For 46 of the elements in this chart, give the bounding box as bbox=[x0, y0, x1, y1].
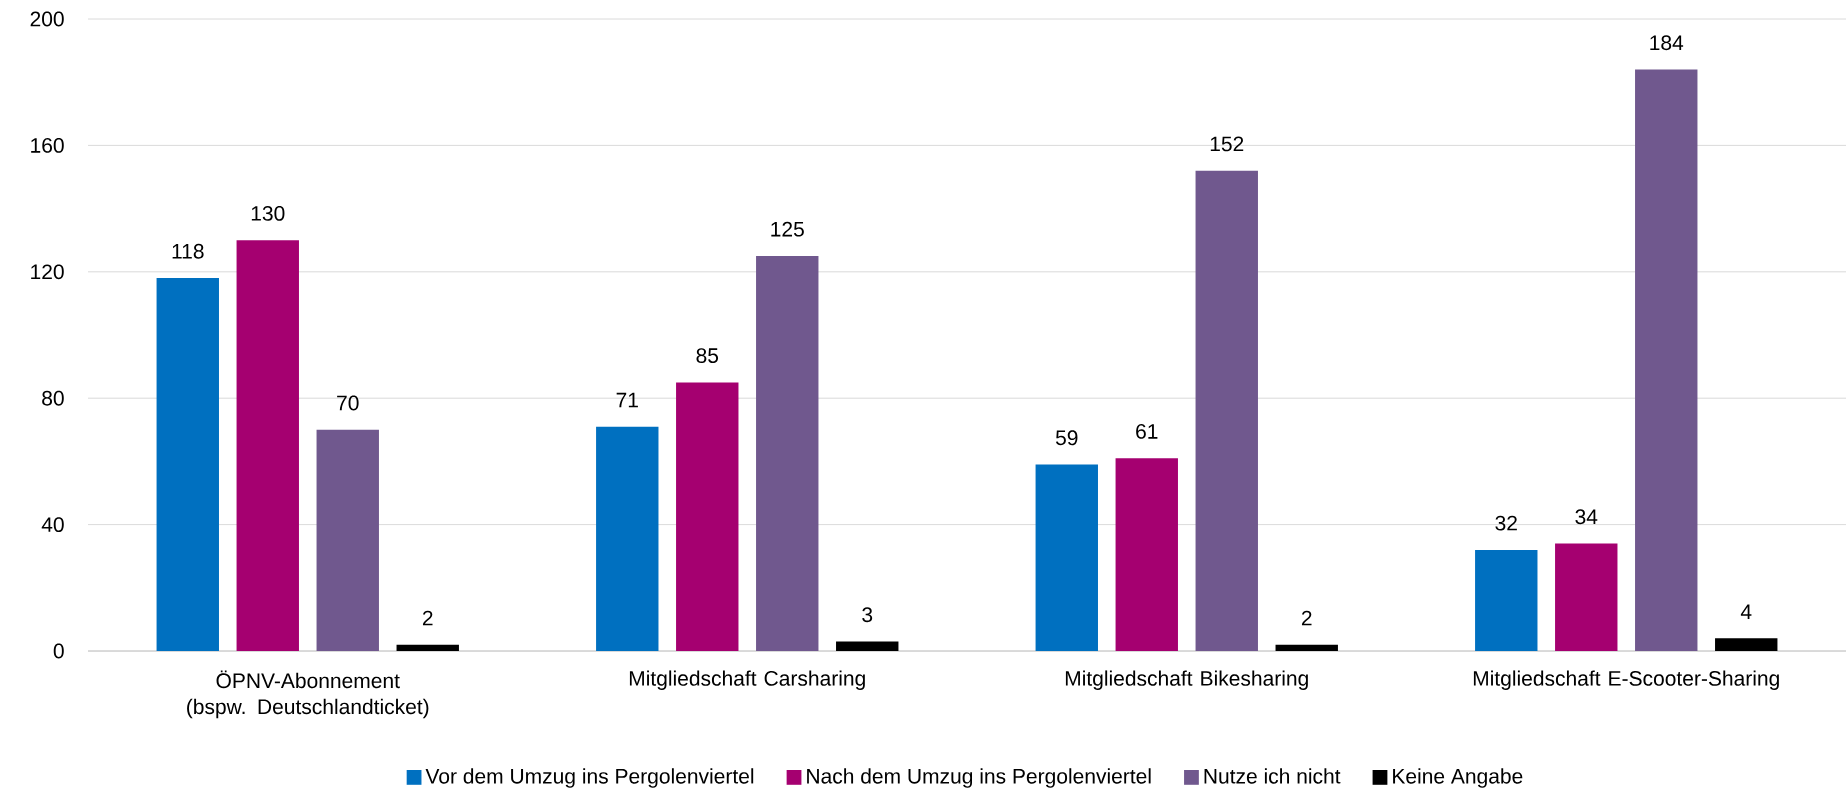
legend-label: Nutze ich nicht bbox=[1204, 768, 1341, 784]
bar bbox=[1275, 644, 1338, 651]
y-tick-label: 0 bbox=[53, 643, 64, 659]
bar bbox=[1475, 549, 1538, 651]
legend-label: Vor dem Umzug ins Pergolenviertel bbox=[425, 768, 754, 788]
bar bbox=[756, 256, 819, 651]
data-label: 2 bbox=[422, 610, 433, 626]
y-tick-label: 120 bbox=[31, 264, 64, 280]
x-tick-label: Mitgliedschaft Bikesharing bbox=[1065, 670, 1308, 690]
bar bbox=[676, 382, 739, 651]
x-tick-label: Mitgliedschaft Carsharing bbox=[629, 670, 865, 690]
bar bbox=[1635, 69, 1698, 651]
bar bbox=[396, 644, 459, 651]
data-label: 85 bbox=[696, 348, 719, 364]
data-label: 32 bbox=[1495, 515, 1517, 531]
y-tick-label: 80 bbox=[42, 390, 64, 406]
data-label: 184 bbox=[1650, 35, 1684, 51]
data-label: 125 bbox=[771, 221, 804, 237]
bar bbox=[236, 240, 299, 651]
y-tick-label: 40 bbox=[41, 517, 64, 533]
bar bbox=[1715, 638, 1778, 651]
data-label: 152 bbox=[1210, 136, 1244, 152]
bar bbox=[836, 641, 899, 651]
data-label: 61 bbox=[1136, 423, 1158, 439]
data-label: 118 bbox=[172, 243, 204, 259]
data-label: 71 bbox=[616, 392, 638, 408]
bar bbox=[1195, 170, 1258, 651]
data-label: 59 bbox=[1055, 430, 1078, 446]
x-tick-label: ÖPNV-Abonnement (bspw. Deutschlandticket) bbox=[187, 670, 429, 719]
legend-label: Nach dem Umzug ins Pergolenviertel bbox=[807, 768, 1151, 788]
x-tick-label: Mitgliedschaft E-Scooter-Sharing bbox=[1473, 670, 1779, 690]
bar bbox=[1115, 458, 1178, 651]
data-label: 3 bbox=[862, 607, 873, 623]
y-tick-label: 200 bbox=[30, 11, 64, 27]
bar bbox=[156, 278, 219, 651]
bar bbox=[316, 429, 379, 651]
legend-label: Keine Angabe bbox=[1393, 768, 1523, 788]
data-label: 2 bbox=[1301, 610, 1312, 626]
data-label: 70 bbox=[337, 395, 359, 411]
data-label: 34 bbox=[1575, 509, 1598, 525]
y-tick-label: 160 bbox=[31, 137, 64, 153]
data-label: 4 bbox=[1740, 604, 1752, 619]
data-label: 130 bbox=[251, 205, 285, 221]
bar bbox=[596, 426, 659, 651]
bar bbox=[1555, 543, 1618, 651]
bar bbox=[1035, 464, 1098, 651]
